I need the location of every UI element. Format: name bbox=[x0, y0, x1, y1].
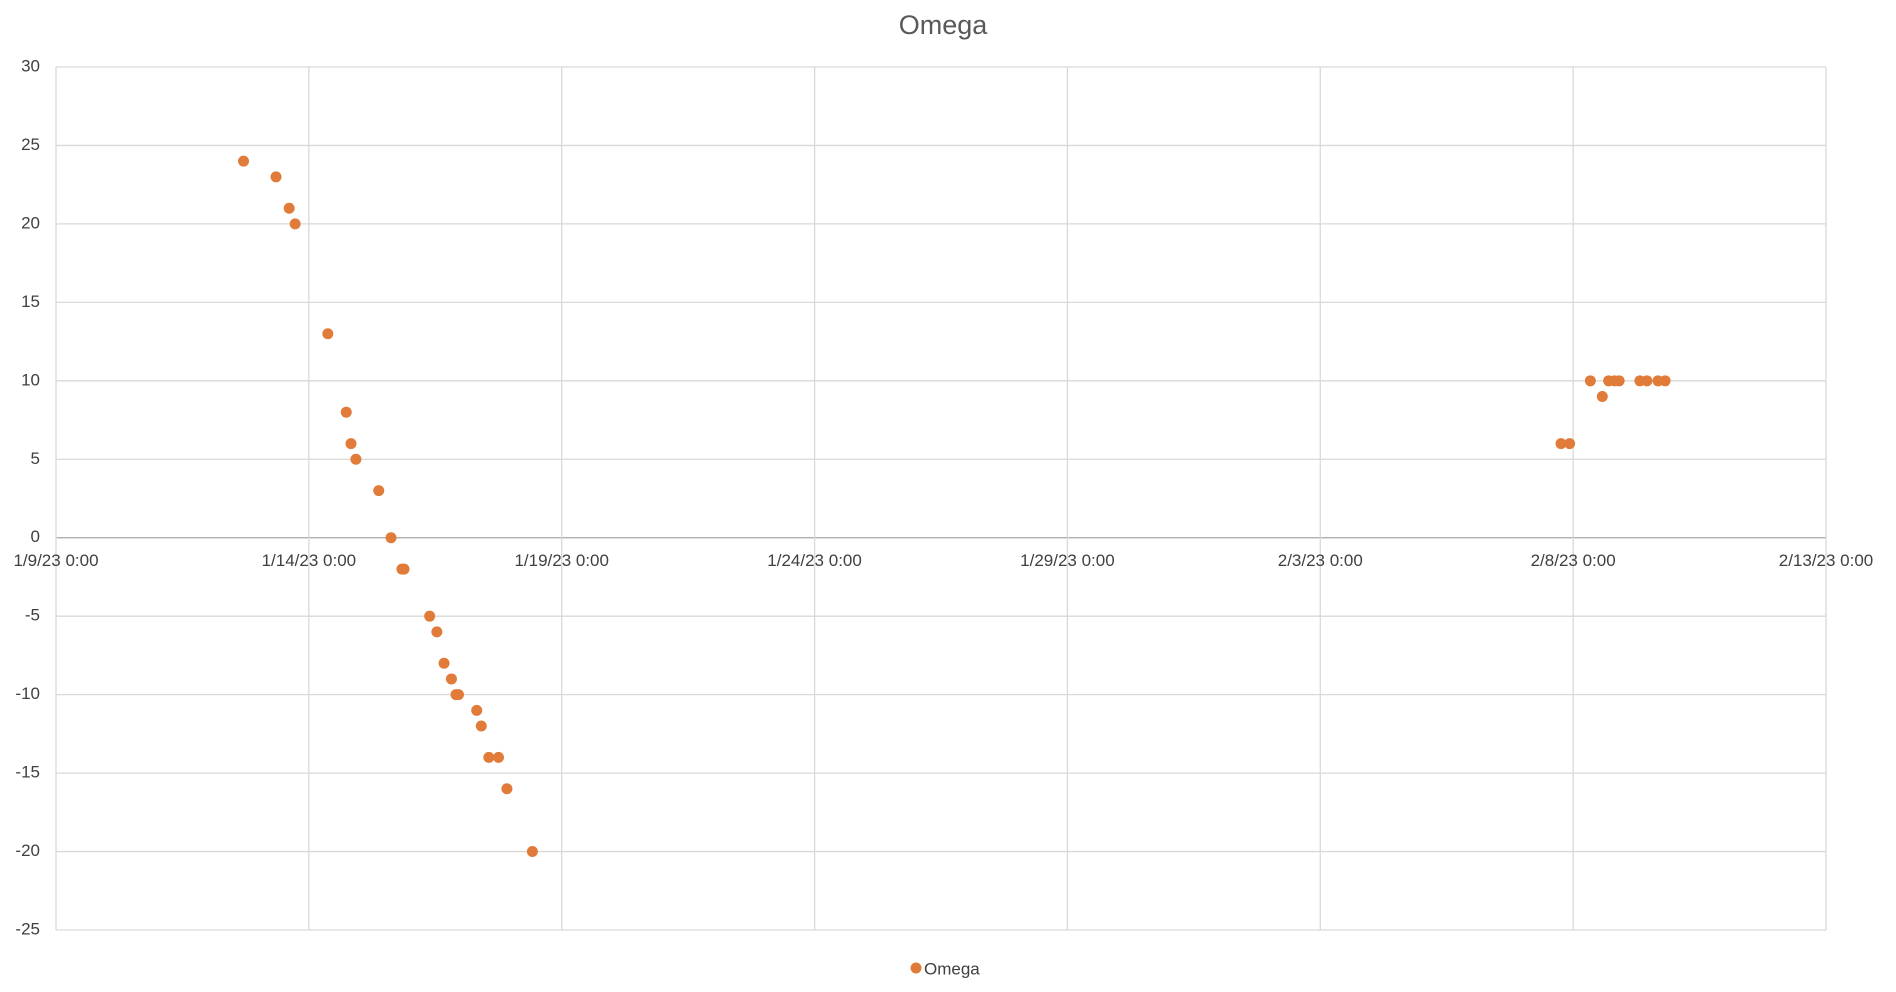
x-tick-label: 2/3/23 0:00 bbox=[1278, 551, 1363, 570]
data-point bbox=[445, 673, 457, 685]
x-tick-label: 1/29/23 0:00 bbox=[1020, 551, 1115, 570]
legend-label: Omega bbox=[924, 959, 980, 978]
data-point bbox=[493, 751, 504, 763]
data-point bbox=[471, 704, 483, 716]
chart-title: Omega bbox=[899, 10, 989, 40]
data-point bbox=[1641, 375, 1653, 387]
data-point bbox=[1613, 375, 1625, 387]
y-tick-label: 30 bbox=[21, 56, 40, 75]
data-point bbox=[1564, 438, 1576, 450]
x-tick-label: 1/19/23 0:00 bbox=[514, 551, 609, 570]
data-point bbox=[424, 610, 436, 622]
data-point bbox=[1659, 375, 1671, 387]
data-point bbox=[398, 563, 410, 575]
y-tick-label: -25 bbox=[15, 919, 40, 938]
data-point bbox=[322, 328, 334, 340]
y-tick-label: -15 bbox=[15, 763, 40, 782]
data-point bbox=[431, 626, 443, 638]
data-point bbox=[345, 438, 357, 450]
y-tick-label: 20 bbox=[21, 213, 40, 232]
data-point bbox=[475, 720, 487, 732]
y-tick-label: -20 bbox=[15, 841, 40, 860]
data-point bbox=[452, 689, 464, 701]
data-point bbox=[501, 783, 513, 795]
legend-marker bbox=[910, 962, 922, 974]
data-point bbox=[373, 485, 385, 497]
y-tick-label: 5 bbox=[31, 449, 40, 468]
data-point bbox=[1596, 391, 1608, 403]
y-tick-label: 15 bbox=[21, 292, 40, 311]
y-tick-label: 0 bbox=[31, 527, 40, 546]
x-tick-label: 1/14/23 0:00 bbox=[262, 551, 357, 570]
data-point bbox=[283, 202, 295, 214]
data-point bbox=[350, 453, 362, 465]
data-point bbox=[526, 846, 538, 858]
y-tick-label: -10 bbox=[15, 684, 40, 703]
y-tick-label: 25 bbox=[21, 135, 40, 154]
x-tick-label: 2/13/23 0:00 bbox=[1779, 551, 1874, 570]
data-point bbox=[483, 751, 495, 763]
data-point bbox=[1584, 375, 1596, 387]
x-tick-label: 1/24/23 0:00 bbox=[767, 551, 862, 570]
data-point bbox=[238, 155, 250, 167]
x-tick-label: 1/9/23 0:00 bbox=[13, 551, 98, 570]
data-point bbox=[340, 406, 352, 418]
data-point bbox=[1555, 438, 1567, 450]
data-point bbox=[289, 218, 301, 230]
data-point bbox=[385, 532, 397, 544]
data-point bbox=[270, 171, 282, 183]
y-tick-label: -5 bbox=[25, 606, 40, 625]
data-point bbox=[438, 657, 450, 669]
y-tick-label: 10 bbox=[21, 370, 40, 389]
x-tick-label: 2/8/23 0:00 bbox=[1531, 551, 1616, 570]
